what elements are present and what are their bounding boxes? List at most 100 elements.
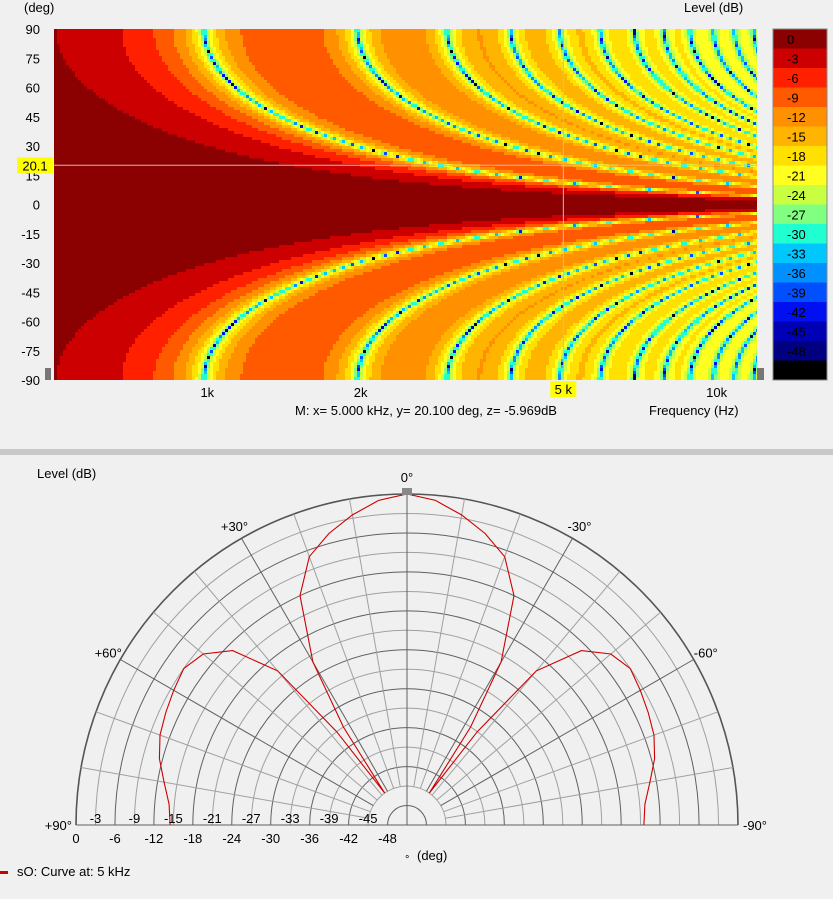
heatmap-cell (75, 341, 79, 345)
heatmap-cell (93, 53, 97, 57)
heatmap-cell (105, 92, 109, 96)
heatmap-cell (243, 257, 247, 261)
heatmap-cell (135, 92, 139, 96)
heatmap-cell (270, 359, 274, 363)
heatmap-cell (180, 113, 184, 117)
heatmap-cell (213, 281, 217, 285)
heatmap-cell (144, 47, 148, 51)
heatmap-cell (99, 368, 103, 372)
heatmap-cell (84, 47, 88, 51)
heatmap-cell (222, 101, 226, 105)
heatmap-cell (216, 278, 220, 282)
heatmap-cell (153, 299, 157, 303)
heatmap-cell (111, 356, 115, 360)
heatmap-cell (210, 44, 214, 48)
heatmap-cell (81, 338, 85, 342)
heatmap-cell (213, 362, 217, 366)
heatmap-cell (159, 50, 163, 54)
heatmap-cell (186, 122, 190, 126)
heatmap-cell (69, 359, 73, 363)
heatmap-cell (87, 329, 91, 333)
heatmap-cell (84, 359, 88, 363)
heatmap-cell (252, 377, 256, 380)
heatmap-cell (162, 128, 166, 132)
heatmap-cell (126, 56, 130, 60)
heatmap-cell (216, 95, 220, 99)
heatmap-cell (69, 50, 73, 54)
heatmap-cell (216, 137, 220, 141)
heatmap-cell (255, 116, 259, 120)
heatmap-cell (219, 98, 223, 102)
heatmap-cell (72, 338, 76, 342)
heatmap-cell (180, 86, 184, 90)
heatmap-cell (171, 44, 175, 48)
heatmap-cell (270, 260, 274, 264)
heatmap-cell (204, 296, 208, 300)
heatmap-cell (237, 110, 241, 114)
heatmap-cell (210, 41, 214, 45)
heatmap-cell (102, 35, 106, 39)
heatmap-cell (246, 296, 250, 300)
heatmap-cell (210, 38, 214, 42)
heatmap-cell (144, 305, 148, 309)
heatmap-cell (108, 350, 112, 354)
heatmap-cell (279, 41, 283, 45)
heatmap-cell (111, 35, 115, 39)
heatmap-plot-area[interactable] (54, 29, 759, 380)
heatmap-cell (201, 107, 205, 111)
heatmap-cell (243, 95, 247, 99)
heatmap-cell (123, 104, 127, 108)
heatmap-cell (243, 110, 247, 114)
heatmap-cell (207, 284, 211, 288)
heatmap-cell (225, 110, 229, 114)
heatmap-cell (87, 68, 91, 72)
heatmap-cell (174, 83, 178, 87)
heatmap-cell (261, 275, 265, 279)
heatmap-cell (231, 149, 235, 153)
heatmap-cell (264, 338, 268, 342)
heatmap-cell (147, 32, 151, 36)
heatmap-cell (213, 332, 217, 336)
heatmap-cell (279, 347, 283, 351)
heatmap-cell (225, 50, 229, 54)
heatmap-cell (249, 350, 253, 354)
heatmap-cell (129, 296, 133, 300)
heatmap-cell (192, 284, 196, 288)
heatmap-cell (156, 332, 160, 336)
heatmap-cell (261, 71, 265, 75)
heatmap-cell (210, 377, 214, 380)
heatmap-cell (132, 359, 136, 363)
heatmap-cell (249, 83, 253, 87)
heatmap-cell (132, 374, 136, 378)
heatmap-cell (213, 137, 217, 141)
heatmap-cell (99, 83, 103, 87)
heatmap-cell (231, 305, 235, 309)
heatmap-cell (261, 80, 265, 84)
heatmap-cell (183, 44, 187, 48)
heatmap-cell (138, 320, 142, 324)
heatmap-cell (210, 104, 214, 108)
heatmap-cell (222, 32, 226, 36)
heatmap-cell (117, 299, 121, 303)
heatmap-cell (243, 350, 247, 354)
heatmap-cell (108, 92, 112, 96)
heatmap-cell (174, 47, 178, 51)
heatmap-cell (255, 320, 259, 324)
heatmap-cell (204, 287, 208, 291)
heatmap-cell (225, 68, 229, 72)
heatmap-cell (279, 278, 283, 282)
heatmap-cell (129, 65, 133, 69)
heatmap-cell (183, 128, 187, 132)
heatmap-cell (270, 347, 274, 351)
heatmap-cell (132, 32, 136, 36)
heatmap-cell (204, 335, 208, 339)
heatmap-cell (198, 137, 202, 141)
heatmap-cell (117, 356, 121, 360)
heatmap-cell (273, 323, 277, 327)
heatmap-cell (267, 377, 271, 380)
heatmap-cell (180, 95, 184, 99)
heatmap-cell (279, 269, 283, 273)
heatmap-cell (246, 269, 250, 273)
heatmap-cell (231, 323, 235, 327)
